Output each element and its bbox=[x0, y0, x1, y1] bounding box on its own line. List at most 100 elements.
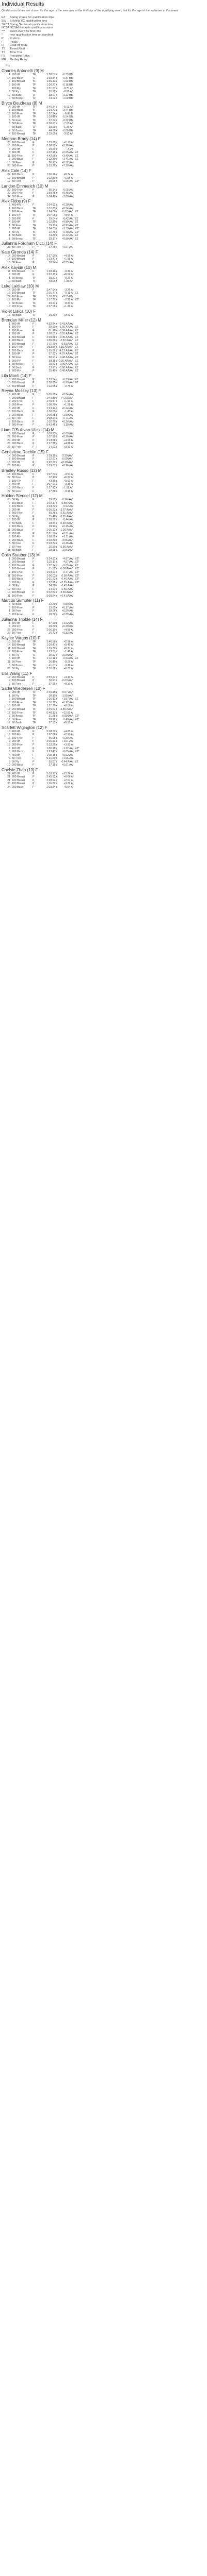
result-time: 33.65Y bbox=[49, 606, 57, 609]
result-round: F bbox=[33, 486, 35, 489]
result-row: 7 100 Back F 1:02.17Y -0.88 AAA bbox=[2, 502, 205, 505]
result-event: 100 Back bbox=[12, 501, 23, 505]
swimmer-block: Julianna Fordham Cicci (14) F 23 50 Free P 2… bbox=[2, 241, 205, 249]
result-row: 1 400 Breast F 2:09.88Y -0.45 AAAA EZ bbox=[2, 336, 205, 340]
result-place: 6 bbox=[9, 682, 10, 686]
result-event: 200 Free bbox=[12, 329, 23, 332]
result-time: 2:18.09Y bbox=[46, 132, 57, 136]
result-time: 1:16.32Y bbox=[46, 701, 57, 704]
result-time-drop: +1.89 A bbox=[63, 305, 73, 309]
result-event: 50 Free bbox=[12, 261, 21, 264]
result-time: 2:01.90Y bbox=[46, 532, 57, 535]
result-event: 50 Breast bbox=[12, 237, 24, 241]
result-place: 7 bbox=[9, 423, 10, 427]
result-time-drop: -0.22 BB bbox=[62, 118, 73, 122]
result-round: P bbox=[33, 785, 35, 789]
result-event: 50 Fly bbox=[12, 498, 20, 502]
result-row: 4 100 IM TF 1:12.80Y +0.80 AA EZ bbox=[2, 221, 205, 224]
result-row: 18 200 Free F 2:12.25Y +3.83 A bbox=[2, 743, 205, 747]
result-row: 5 100 Breast F 51.52Y -0.00 AAA* EZ* bbox=[2, 567, 205, 571]
result-time: 1:03.67Y bbox=[46, 464, 57, 468]
result-place: 20 bbox=[7, 498, 10, 502]
result-time-drop: -0.86 AAAA bbox=[59, 366, 73, 369]
result-event: 50 Free bbox=[12, 118, 21, 122]
result-round: F bbox=[33, 329, 35, 332]
result-place: 17 bbox=[7, 718, 10, 721]
result-row: 9 100 IM TF 1:20.46Y -5.54 BB bbox=[2, 115, 205, 119]
result-place: 1 bbox=[9, 346, 10, 349]
result-standard bbox=[73, 683, 89, 686]
result-time-drop: -0.99 AAAA bbox=[59, 363, 73, 366]
result-time: 1:06.18Y bbox=[46, 747, 57, 750]
result-time: 29.65Y bbox=[49, 498, 57, 502]
result-event: 100 Back bbox=[12, 76, 23, 80]
result-event: 200 Breast bbox=[12, 254, 25, 258]
result-place: 16 bbox=[7, 736, 10, 740]
result-round: F bbox=[33, 515, 35, 518]
result-time: 28.98Y bbox=[49, 549, 57, 552]
result-round: F bbox=[33, 730, 35, 733]
result-round: TF bbox=[33, 207, 36, 210]
result-row: 1 200 Fly F 25.49Y -0.45 AAAA EZ bbox=[2, 369, 205, 373]
result-row: 29 200 IM P 2:13.88Y +4.69 A bbox=[2, 439, 205, 443]
result-row: 1 50 Breast TF 35.31Y -0.21 A bbox=[2, 277, 205, 280]
result-round: P bbox=[33, 378, 35, 381]
result-time-drop: -0.37 BB bbox=[62, 76, 73, 80]
result-round: F bbox=[33, 369, 35, 373]
result-event: 400 Breast bbox=[12, 335, 25, 339]
result-event: 50 Free bbox=[12, 476, 21, 480]
result-place: 16 bbox=[7, 292, 10, 295]
result-standard: EZ bbox=[75, 332, 78, 336]
result-round: F bbox=[33, 508, 35, 512]
qualification-note: Qualification times are shown for the ag… bbox=[2, 9, 178, 12]
result-time: 1:33.84Y bbox=[46, 76, 57, 80]
result-time: 2:46.34Y bbox=[46, 105, 57, 109]
result-time-drop: -0.50 AA bbox=[62, 603, 73, 606]
result-time: 5:05.22Y bbox=[46, 508, 57, 512]
result-event: 100 IM bbox=[12, 704, 20, 708]
result-time: 5:33.75Y bbox=[46, 164, 57, 168]
result-place: 10 bbox=[7, 417, 10, 420]
result-round: F bbox=[33, 396, 35, 400]
result-event: 200 Free bbox=[12, 305, 23, 309]
result-row: 6 50 Breast TF 44.02Y -1.60 BB bbox=[2, 97, 205, 100]
result-time: 32.20Y bbox=[49, 603, 57, 606]
result-time: 1:12.80Y bbox=[46, 221, 57, 224]
result-time-drop: +0.80 AA bbox=[61, 237, 73, 241]
result-row: 12 100 Free TF 1:13.51Y -1.48 A bbox=[2, 650, 205, 654]
result-time: 24.62Y bbox=[49, 587, 57, 591]
result-row: 1 100 IM F 57.82Y -4.57 AAAA EZ bbox=[2, 352, 205, 356]
legend-code: SECT bbox=[2, 23, 9, 26]
result-round: F bbox=[33, 567, 35, 571]
result-standard bbox=[73, 549, 89, 552]
result-round: P bbox=[33, 628, 35, 632]
result-place: 8 bbox=[9, 505, 10, 509]
result-place: 8 bbox=[9, 747, 10, 750]
result-place: 1 bbox=[9, 609, 10, 613]
result-time-drop: -3.69 AA bbox=[62, 195, 73, 198]
result-round: TF bbox=[33, 298, 36, 302]
result-event: 200 IM bbox=[12, 438, 20, 442]
result-round: F bbox=[33, 545, 35, 549]
result-place: 24 bbox=[7, 173, 10, 177]
result-row: 3 50 Fly TF 30.02Y -3.00 AA* bbox=[2, 654, 205, 657]
result-time-drop: -4.57 AAAA bbox=[59, 352, 73, 356]
result-time-drop: -0.77 A* bbox=[63, 87, 73, 90]
result-place: 11 bbox=[7, 154, 10, 158]
result-time: 4:32.84Y bbox=[46, 322, 57, 326]
result-round: TF bbox=[33, 237, 36, 241]
result-time: 26.24Y bbox=[49, 261, 57, 264]
result-time-drop: -0.96 AAA* bbox=[59, 545, 73, 549]
result-round: TF bbox=[33, 221, 36, 224]
result-row: 20 100 Breast F 1:33.65Y +2.13 A bbox=[2, 141, 205, 145]
result-place: 23 bbox=[7, 246, 10, 249]
result-place: 6 bbox=[9, 545, 10, 549]
result-time: 1:12.18Y bbox=[46, 657, 57, 660]
result-time-drop: +0.23 AA bbox=[61, 224, 73, 227]
result-round: F bbox=[33, 288, 35, 292]
result-round: F bbox=[33, 400, 35, 403]
result-place: 7 bbox=[9, 129, 10, 132]
result-event: 100 Breast bbox=[12, 342, 25, 346]
result-round: P bbox=[33, 457, 35, 461]
result-event: 100 Breast bbox=[12, 381, 25, 385]
